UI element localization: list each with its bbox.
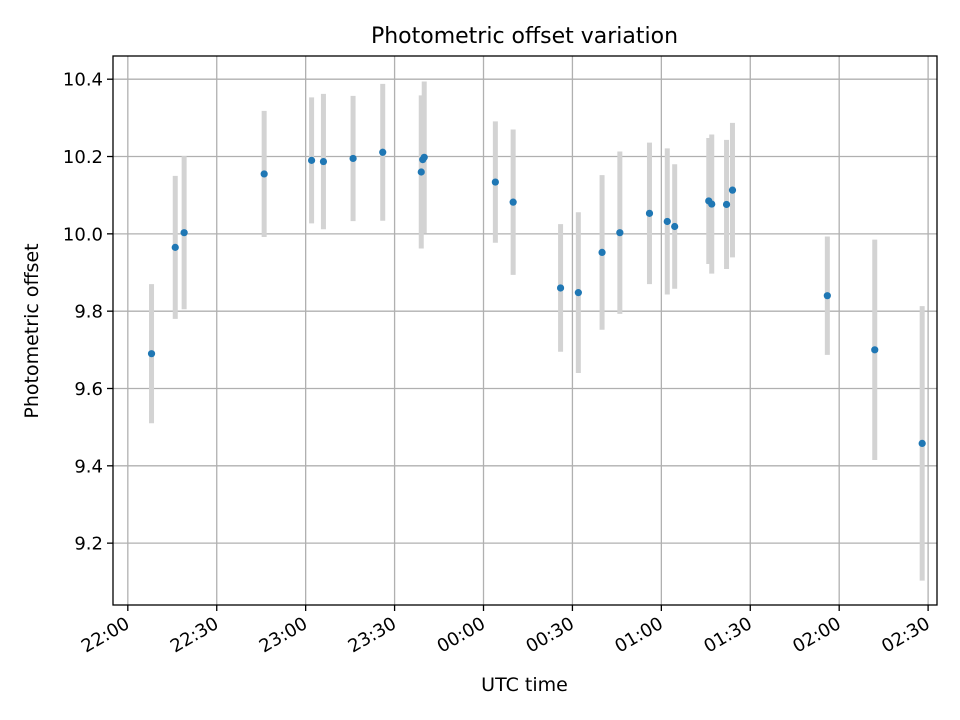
data-point bbox=[420, 153, 428, 161]
x-axis-ticks: 22:00 22:30 23:00 23:30 00:00 00:30 01:00 01:30… bbox=[78, 605, 934, 657]
data-point bbox=[180, 229, 188, 237]
y-tick-label: 10.0 bbox=[63, 224, 103, 245]
data-point bbox=[645, 209, 654, 217]
x-tick-label: 00:00 bbox=[434, 613, 489, 657]
y-axis-ticks: 9.2 9.4 9.6 9.8 10.0 10.2 10.4 bbox=[63, 70, 113, 555]
data-point bbox=[307, 156, 316, 164]
y-tick-label: 9.4 bbox=[74, 456, 103, 477]
data-point bbox=[708, 200, 716, 208]
data-point bbox=[616, 229, 624, 237]
data-point bbox=[728, 186, 737, 194]
chart-title: Photometric offset variation bbox=[371, 24, 678, 49]
data-point bbox=[379, 148, 387, 156]
x-tick-label: 00:30 bbox=[522, 613, 577, 657]
x-tick-label: 23:00 bbox=[256, 613, 311, 657]
data-point bbox=[918, 439, 926, 447]
y-tick-label: 10.4 bbox=[63, 70, 103, 91]
x-tick-label: 23:30 bbox=[345, 613, 400, 657]
x-tick-label: 22:00 bbox=[78, 613, 133, 657]
y-tick-label: 9.6 bbox=[74, 379, 103, 400]
grid-lines bbox=[113, 56, 937, 605]
x-tick-label: 02:30 bbox=[878, 613, 933, 657]
data-point bbox=[663, 217, 671, 226]
data-points bbox=[147, 148, 926, 447]
x-tick-label: 01:30 bbox=[700, 613, 755, 657]
data-point bbox=[823, 292, 831, 300]
y-tick-label: 9.2 bbox=[74, 534, 103, 555]
data-point bbox=[147, 350, 156, 358]
data-point bbox=[171, 243, 179, 251]
data-point bbox=[509, 198, 517, 206]
data-point bbox=[574, 289, 582, 297]
data-point bbox=[417, 168, 425, 176]
data-point bbox=[491, 178, 499, 186]
data-point bbox=[871, 346, 879, 354]
data-point bbox=[556, 284, 565, 292]
y-tick-label: 10.2 bbox=[63, 147, 103, 168]
plot-frame bbox=[112, 55, 938, 606]
x-axis-label: UTC time bbox=[481, 674, 568, 696]
data-point bbox=[319, 157, 328, 166]
y-axis-label: Photometric offset bbox=[21, 243, 43, 418]
x-tick-label: 02:00 bbox=[789, 613, 844, 657]
x-tick-label: 22:30 bbox=[167, 613, 222, 657]
data-point bbox=[598, 248, 606, 257]
data-point bbox=[722, 200, 731, 209]
data-point bbox=[671, 222, 679, 231]
y-tick-label: 9.8 bbox=[74, 302, 103, 323]
x-tick-label: 01:00 bbox=[611, 613, 666, 657]
data-point bbox=[260, 170, 268, 178]
data-point bbox=[349, 154, 357, 163]
